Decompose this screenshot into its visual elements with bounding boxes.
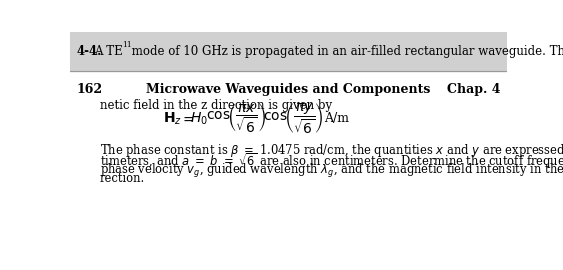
Text: $\mathrm{cos}\!\left(\dfrac{\pi y}{\sqrt{6}}\right)$: $\mathrm{cos}\!\left(\dfrac{\pi y}{\sqrt… (262, 102, 323, 136)
Text: A TE: A TE (93, 45, 122, 58)
Text: Microwave Waveguides and Components: Microwave Waveguides and Components (146, 83, 430, 96)
Text: phase velocity $v_g$, guided wavelength $\lambda_g$, and the magnetic field inte: phase velocity $v_g$, guided wavelength … (100, 162, 563, 180)
Text: rection.: rection. (100, 172, 145, 185)
Text: 11: 11 (122, 41, 132, 49)
Text: mode of 10 GHz is propagated in an air-filled rectangular waveguide. The mag-: mode of 10 GHz is propagated in an air-f… (128, 45, 563, 58)
Text: $\mathbf{H}_z$: $\mathbf{H}_z$ (163, 110, 182, 127)
Text: $\mathrm{cos}\!\left(\dfrac{\pi x}{\sqrt{6}}\right)$: $\mathrm{cos}\!\left(\dfrac{\pi x}{\sqrt… (206, 102, 266, 135)
Text: $=$: $=$ (180, 112, 195, 126)
Text: $H_0$: $H_0$ (190, 110, 208, 127)
Text: A/m: A/m (325, 112, 350, 125)
Text: timeters, and $a$ $=$ $b$ $=$ $\sqrt{6}$ are also in centimeters. Determine the : timeters, and $a$ $=$ $b$ $=$ $\sqrt{6}$… (100, 152, 563, 171)
Text: 4-4.: 4-4. (77, 45, 102, 58)
Text: netic field in the z direction is given by: netic field in the z direction is given … (100, 99, 332, 112)
Text: The phase constant is $\beta$ $=$ 1.0475 rad/cm, the quantities $x$ and $y$ are : The phase constant is $\beta$ $=$ 1.0475… (100, 142, 563, 159)
Text: Chap. 4: Chap. 4 (447, 83, 501, 96)
Bar (70, 32, 507, 71)
Text: 162: 162 (77, 83, 102, 96)
